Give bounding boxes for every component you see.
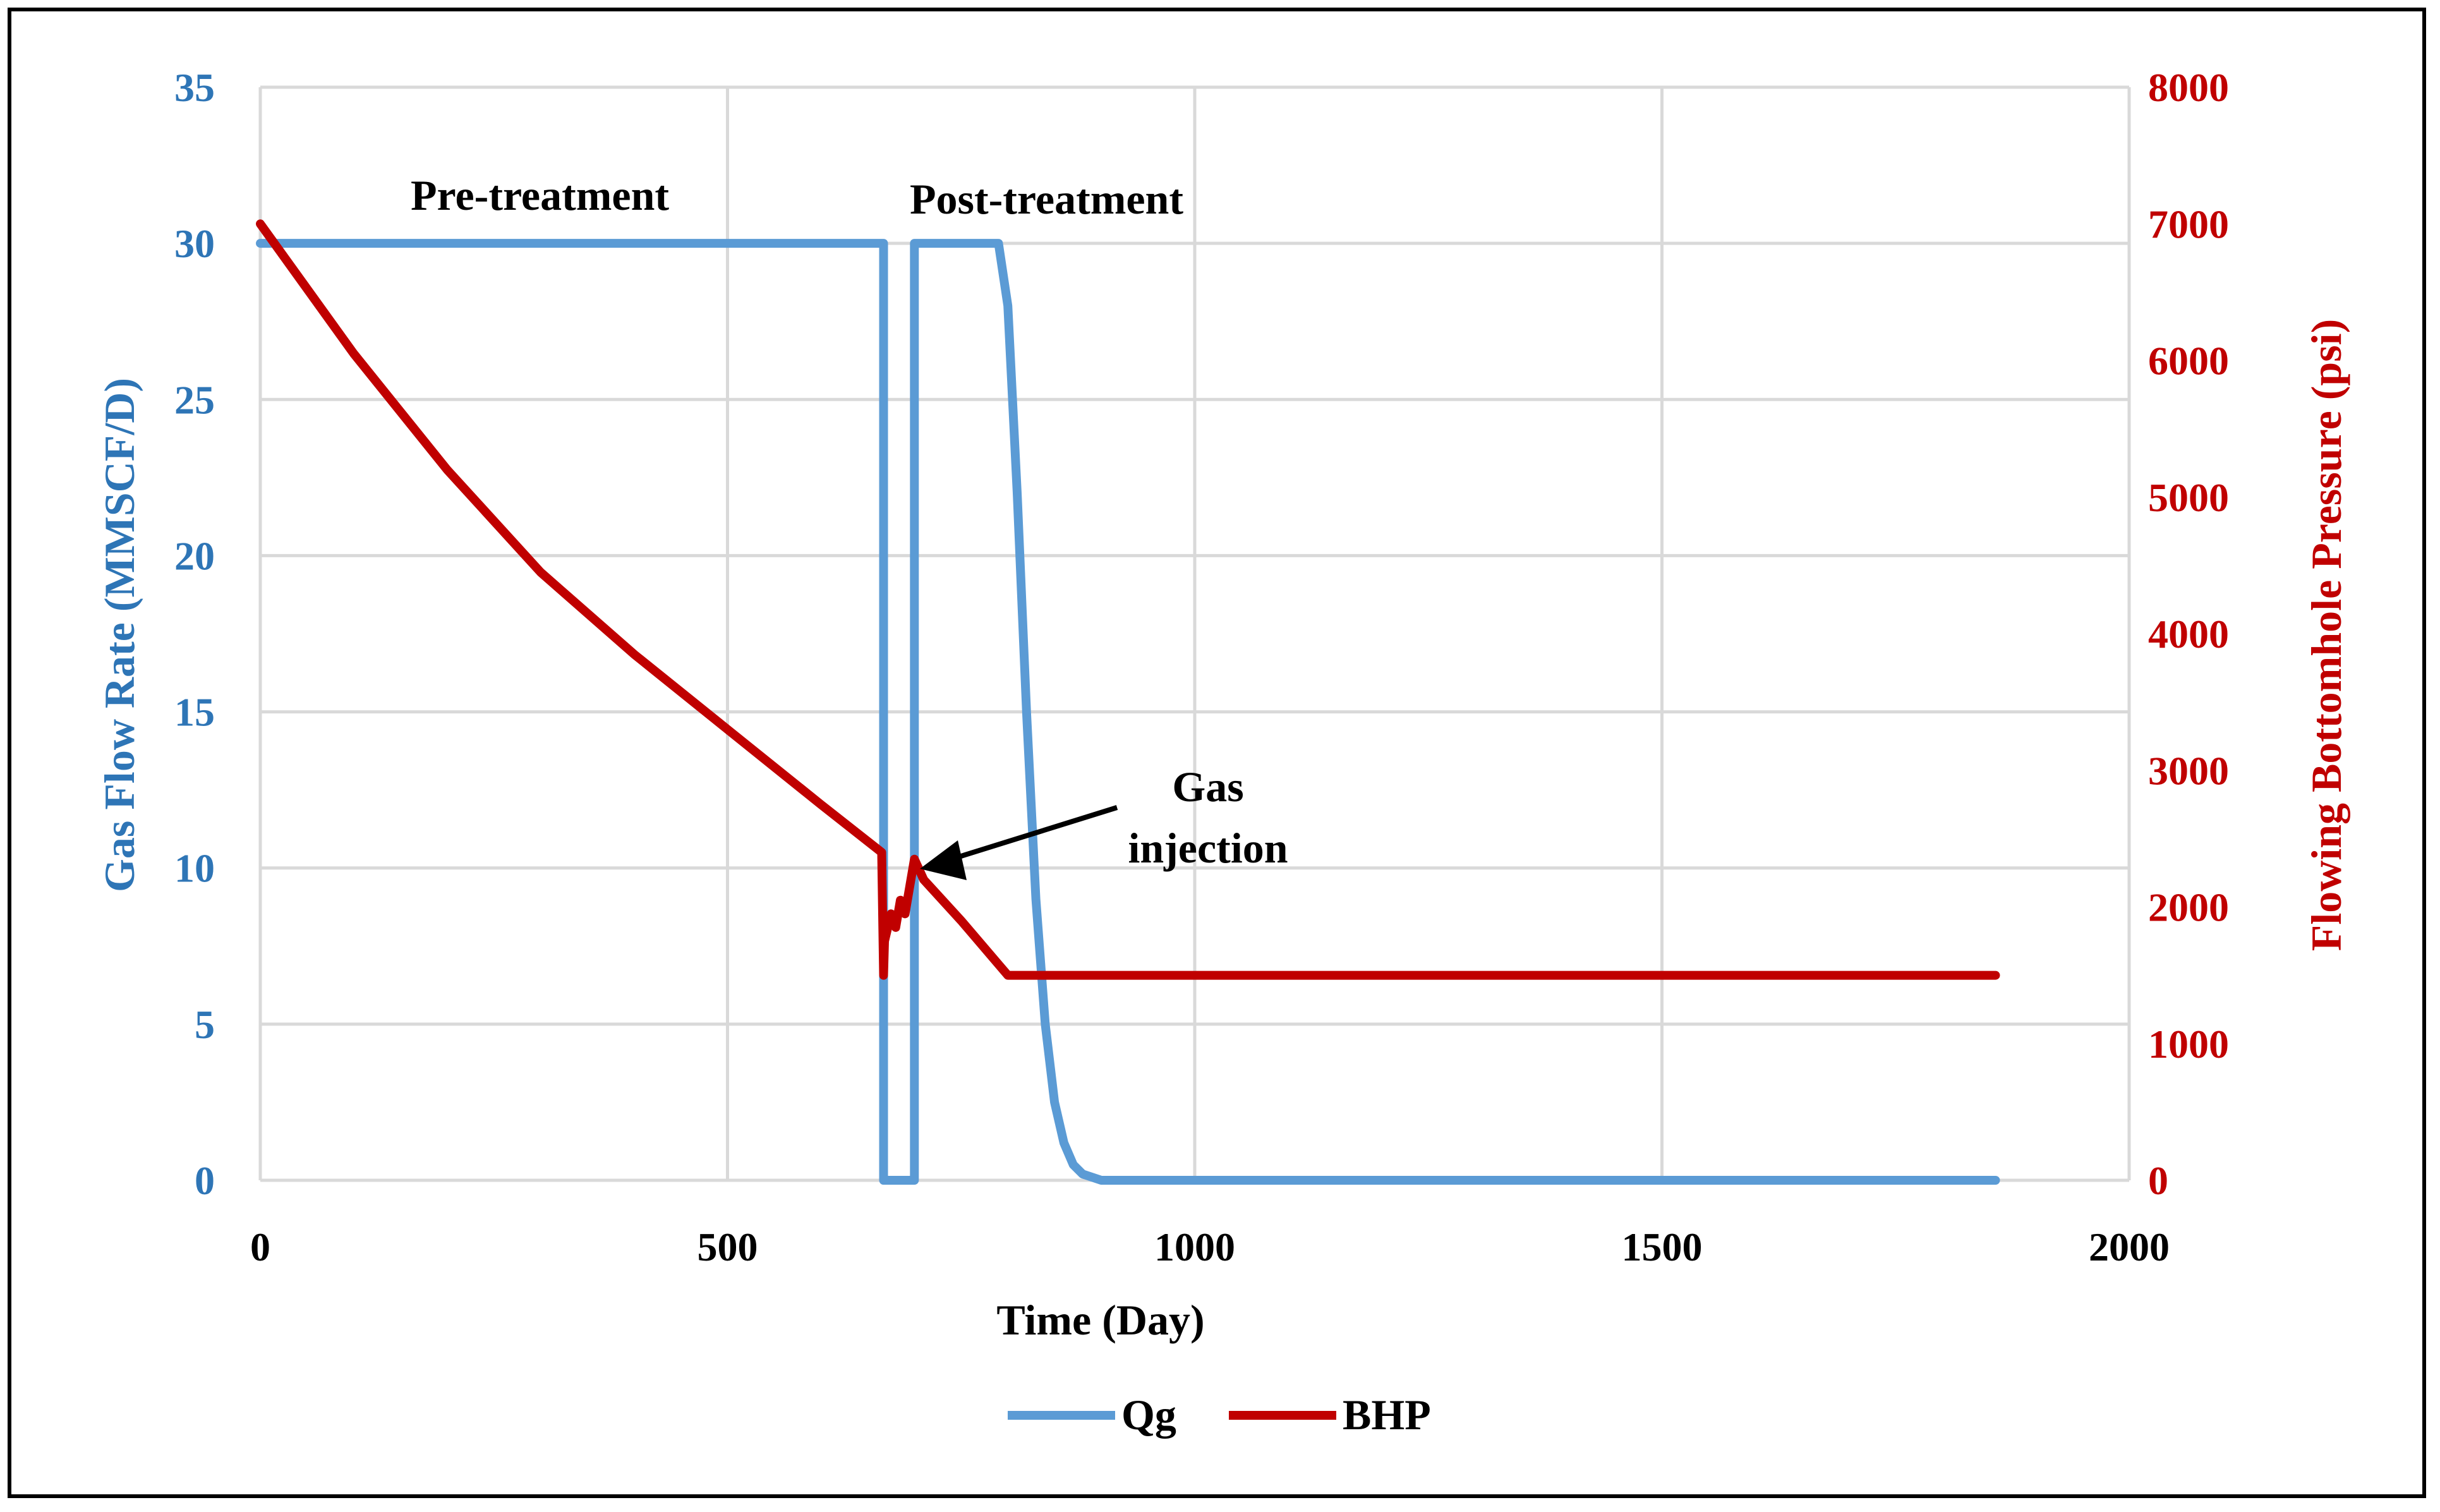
legend: Qg BHP: [1008, 1391, 1431, 1439]
y-right-tick-label: 5000: [2148, 475, 2229, 520]
y-right-tick-label: 6000: [2148, 339, 2229, 384]
x-axis-title: Time (Day): [996, 1296, 1204, 1344]
annotation-gas: Gas: [1172, 763, 1243, 811]
tick-labels: 0 5 10 15 20 25 30 35 0 500 1000 1500 2000 0 1000 2000 3…: [174, 65, 2229, 1269]
series-lines: [256, 219, 2000, 1185]
y-left-tick-label: 15: [174, 690, 215, 735]
series-line-bhp: [256, 219, 2000, 980]
y-right-tick-label: 7000: [2148, 202, 2229, 246]
gridlines: [258, 85, 2131, 1182]
y-left-tick-label: 10: [174, 846, 215, 891]
y-left-tick-label: 20: [174, 533, 215, 578]
x-tick-label: 0: [250, 1225, 270, 1269]
y-left-tick-label: 30: [174, 221, 215, 266]
x-tick-label: 2000: [2089, 1225, 2170, 1269]
annotation-post-treatment: Post-treatment: [910, 175, 1183, 223]
series-line-qg: [256, 239, 2000, 1185]
y-right-axis-title: Flowing Bottomhole Pressure (psi): [2302, 319, 2350, 951]
annotation-arrow-shaft: [950, 805, 1118, 862]
y-left-tick-label: 0: [195, 1158, 215, 1203]
x-tick-label: 1500: [1622, 1225, 1703, 1269]
x-tick-label: 500: [698, 1225, 758, 1269]
annotation-injection: injection: [1128, 824, 1288, 872]
annotation-arrow-head: [920, 840, 967, 880]
y-right-tick-label: 0: [2148, 1158, 2168, 1203]
y-right-tick-label: 3000: [2148, 748, 2229, 793]
y-left-tick-label: 5: [195, 1002, 215, 1047]
y-left-axis-title: Gas Flow Rate (MMSCF/D): [95, 378, 143, 892]
y-right-tick-label: 1000: [2148, 1022, 2229, 1067]
legend-qg-label: Qg: [1121, 1391, 1176, 1439]
y-right-tick-label: 2000: [2148, 885, 2229, 930]
legend-bhp-label: BHP: [1343, 1391, 1431, 1439]
y-right-tick-label: 4000: [2148, 612, 2229, 656]
y-right-tick-label: 8000: [2148, 65, 2229, 110]
y-left-tick-label: 35: [174, 65, 215, 110]
x-tick-label: 1000: [1154, 1225, 1235, 1269]
chart-frame: [8, 8, 2426, 1498]
y-left-tick-label: 25: [174, 377, 215, 422]
annotation-pre-treatment: Pre-treatment: [411, 171, 669, 219]
